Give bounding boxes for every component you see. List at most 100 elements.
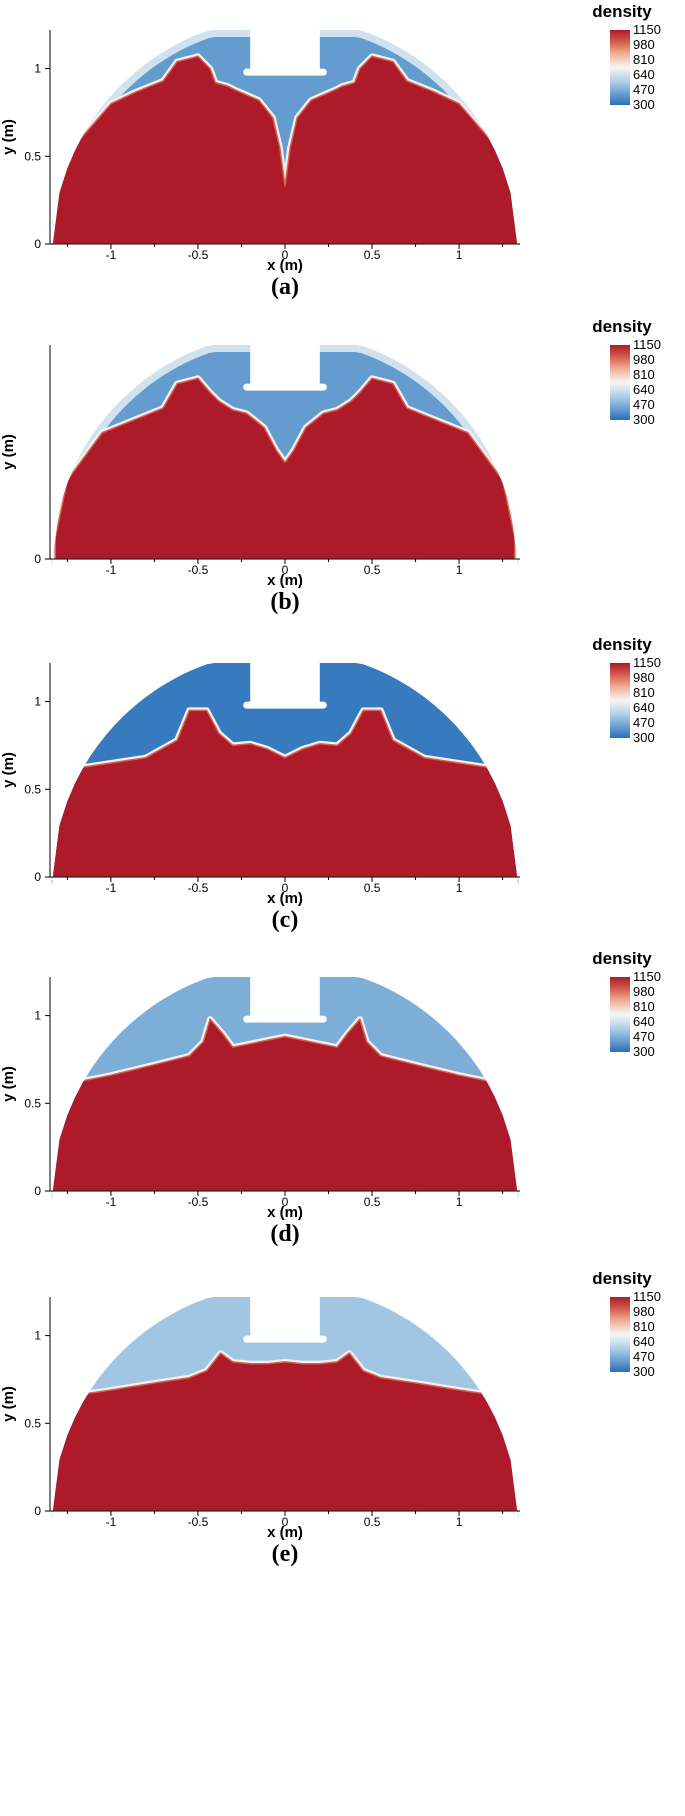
dense-region (51, 55, 519, 245)
panel-caption: (d) (270, 1221, 299, 1247)
x-tick-label: -1 (106, 1515, 117, 1529)
y-tick-label: 0.5 (24, 149, 41, 163)
colorbar-label: 470 (633, 397, 655, 412)
slot-cutout (250, 335, 320, 388)
slot-cutout (250, 20, 320, 73)
colorbar-label: 810 (633, 685, 655, 700)
panel-caption: (b) (270, 589, 299, 615)
colorbar-label: 1150 (633, 337, 661, 352)
x-axis-label: x (m) (267, 1524, 303, 1541)
y-tick-label: 0 (34, 1504, 41, 1518)
colorbar-label: 640 (633, 1014, 655, 1029)
y-axis-label: y (m) (0, 752, 17, 788)
colorbar-label: 810 (633, 999, 655, 1014)
colorbar (610, 345, 630, 420)
x-tick-label: -1 (106, 1195, 117, 1209)
colorbar-label: 470 (633, 1029, 655, 1044)
x-tick-label: 0.5 (364, 1195, 381, 1209)
colorbar-label: 300 (633, 730, 655, 745)
colorbar-label: 300 (633, 1364, 655, 1379)
colorbar-label: 980 (633, 670, 655, 685)
slot-plate (243, 68, 327, 76)
x-tick-label: -0.5 (188, 881, 209, 895)
colorbar-title: density (592, 317, 652, 336)
panel-1: -1 -0.5 0 0.5 1 0 0.5 1 x (m) y (m) (a) density1150… (0, 2, 661, 300)
slot-cutout (250, 1287, 320, 1340)
colorbar-label: 1150 (633, 1289, 661, 1304)
x-tick-label: 1 (456, 248, 463, 262)
dense-region (51, 1352, 519, 1512)
y-tick-label: 0.5 (24, 1416, 41, 1430)
colorbar-label: 1150 (633, 969, 661, 984)
y-tick-label: 0.5 (24, 1096, 41, 1110)
colorbar-label: 1150 (633, 22, 661, 37)
colorbar-title: density (592, 635, 652, 654)
y-axis-label: y (m) (0, 434, 17, 470)
panel-3: -1 -0.5 0 0.5 1 0 0.5 1 x (m) y (m) (c) density1150… (0, 635, 661, 933)
colorbar-title: density (592, 949, 652, 968)
colorbar-label: 980 (633, 352, 655, 367)
y-tick-label: 0.5 (24, 782, 41, 796)
x-tick-label: 0 (282, 1195, 289, 1209)
y-axis-label: y (m) (0, 1386, 17, 1422)
colorbar-label: 810 (633, 52, 655, 67)
x-axis-label: x (m) (267, 257, 303, 274)
y-tick-label: 0 (34, 552, 41, 566)
colorbar-label: 640 (633, 700, 655, 715)
x-tick-label: -1 (106, 248, 117, 262)
colorbar-label: 470 (633, 715, 655, 730)
colorbar-label: 1150 (633, 655, 661, 670)
colorbar-label: 810 (633, 367, 655, 382)
colorbar-label: 300 (633, 1044, 655, 1059)
colorbar-label: 980 (633, 984, 655, 999)
x-tick-label: 0 (282, 563, 289, 577)
slot-plate (243, 1335, 327, 1343)
dense-region (54, 377, 516, 560)
panel-caption: (e) (272, 1541, 299, 1567)
dense-region (51, 709, 519, 878)
x-axis-label: x (m) (267, 1204, 303, 1221)
x-tick-label: 0.5 (364, 248, 381, 262)
colorbar (610, 1297, 630, 1372)
y-tick-label: 1 (34, 62, 41, 76)
colorbar-label: 470 (633, 1349, 655, 1364)
panel-4: -1 -0.5 0 0.5 1 0 0.5 1 x (m) y (m) (d) density1150… (0, 949, 661, 1247)
dense-region (51, 1018, 519, 1192)
x-tick-label: -0.5 (188, 1515, 209, 1529)
x-axis-label: x (m) (267, 572, 303, 589)
slot-cutout (250, 653, 320, 706)
panel-caption: (a) (271, 274, 299, 300)
x-tick-label: 0.5 (364, 881, 381, 895)
x-tick-label: 1 (456, 1515, 463, 1529)
colorbar-title: density (592, 2, 652, 21)
colorbar-label: 640 (633, 67, 655, 82)
colorbar (610, 977, 630, 1052)
y-tick-label: 0 (34, 1184, 41, 1198)
x-tick-label: -0.5 (188, 1195, 209, 1209)
colorbar-label: 810 (633, 1319, 655, 1334)
slot-plate (243, 1015, 327, 1023)
colorbar-label: 300 (633, 97, 655, 112)
slot-plate (243, 701, 327, 709)
x-tick-label: 0 (282, 248, 289, 262)
x-tick-label: 0 (282, 881, 289, 895)
x-tick-label: 1 (456, 881, 463, 895)
colorbar-label: 640 (633, 1334, 655, 1349)
x-axis-label: x (m) (267, 890, 303, 907)
y-tick-label: 0 (34, 870, 41, 884)
colorbar-label: 640 (633, 382, 655, 397)
x-tick-label: -0.5 (188, 563, 209, 577)
y-axis-label: y (m) (0, 1066, 17, 1102)
colorbar-label: 980 (633, 37, 655, 52)
colorbar (610, 30, 630, 105)
panel-caption: (c) (272, 907, 299, 933)
colorbar-label: 980 (633, 1304, 655, 1319)
x-tick-label: 0 (282, 1515, 289, 1529)
y-tick-label: 0 (34, 237, 41, 251)
x-tick-label: -0.5 (188, 248, 209, 262)
y-tick-label: 1 (34, 695, 41, 709)
slot-plate (243, 383, 327, 391)
y-tick-label: 1 (34, 1329, 41, 1343)
colorbar-label: 470 (633, 82, 655, 97)
